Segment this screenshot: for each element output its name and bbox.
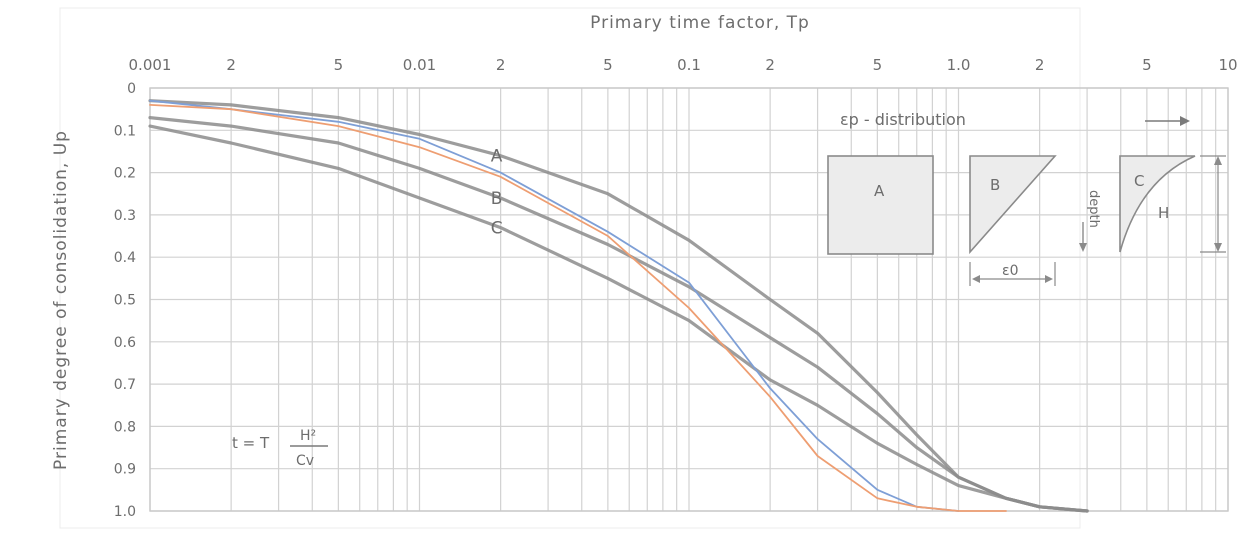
y-tick-label: 0.4 [114,250,136,266]
x-tick-label: 5 [873,56,883,74]
x-tick-label: 2 [1035,56,1045,74]
x-tick-label: 0.01 [403,56,436,74]
series-line-b [148,116,1089,513]
formula-denominator: Cv [296,453,314,469]
y-tick-label: 0.6 [114,335,136,351]
strain-distribution-inset: εp - distribution A B ε0 depth C [827,110,1226,286]
series-lines [148,99,1089,513]
series-label-a: A [491,147,503,167]
y-tick-label: 0.7 [114,377,136,393]
y-tick-label: 0.2 [114,166,136,182]
x-tick-label: 5 [603,56,613,74]
x-tick-label: 5 [1142,56,1152,74]
y-axis-title: Primary degree of consolidation, Up [51,130,71,470]
depth-arrow-head [1079,243,1087,252]
panel-a-rect [827,155,934,255]
panel-b-triangle [969,155,1057,255]
y-tick-label: 0.8 [114,419,136,435]
y-tick-label: 0.1 [114,123,136,139]
h-label: H [1158,204,1169,222]
sheet-border [59,7,1081,529]
series-label-c: C [491,219,503,239]
x-tick-label: 2 [496,56,506,74]
formula-numerator: H² [300,428,316,444]
h-arrow-top [1214,156,1222,165]
y-tick-label: 0.5 [114,293,136,309]
x-tick-label: 5 [334,56,344,74]
x-tick-label: 1.0 [947,56,971,74]
distribution-title: εp - distribution [840,110,966,129]
series-line-fit-4 [149,104,1007,512]
h-arrow-bottom [1214,243,1222,252]
x-tick-label: 2 [226,56,236,74]
x-tick-label: 10 [1218,56,1237,74]
x-tick-label: 0.1 [677,56,701,74]
axis-ticks: 0 0.1 0.2 0.3 0.4 0.5 0.6 0.7 0.8 0.9 1.0 0.001 2 5 0.… [114,56,1238,520]
x-axis-title: Primary time factor, Tp [590,13,810,33]
x-tick-label: 2 [765,56,775,74]
series-line-c [148,124,1089,513]
x-tick-label: 0.001 [129,56,172,74]
series-line-fit-3 [149,99,960,512]
plot-frame [149,87,1229,512]
panel-a-label: A [874,182,885,200]
y-tick-label: 1.0 [114,504,136,520]
series-label-b: B [491,189,503,209]
y-tick-label: 0.3 [114,208,136,224]
depth-label: depth [1086,190,1101,228]
distribution-arrow-head [1180,116,1190,126]
eps0-label: ε0 [1002,263,1018,279]
eps0-arrow-left [972,275,980,283]
series-labels: A BC [491,147,503,239]
panel-b-label: B [990,176,1000,194]
eps0-arrow-right [1045,275,1053,283]
panel-c-shape [1119,155,1196,253]
formula-annotation: t = T H² Cv [232,428,328,469]
y-tick-label: 0 [127,81,136,97]
y-tick-label: 0.9 [114,462,136,478]
grid [59,7,1229,529]
formula-lhs: t = T [232,434,270,452]
panel-c-label: C [1134,172,1144,190]
